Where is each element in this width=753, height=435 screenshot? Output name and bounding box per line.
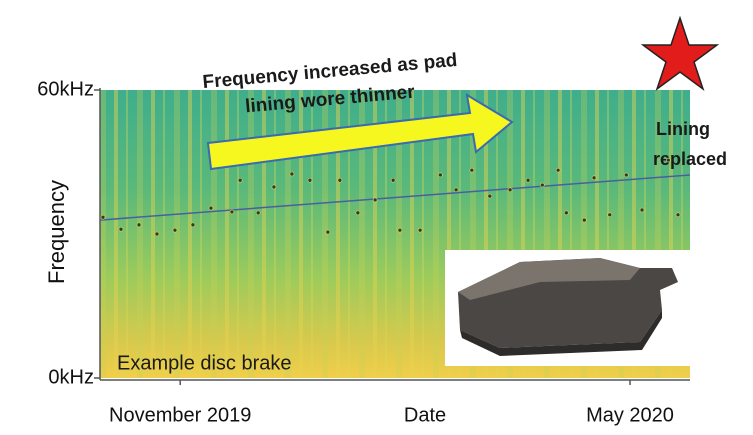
- inset: [445, 250, 690, 366]
- data-point: [556, 168, 560, 172]
- data-point: [540, 183, 544, 187]
- data-point: [256, 211, 260, 215]
- data-point: [391, 178, 395, 182]
- data-point: [173, 228, 177, 232]
- annotation: Frequency increased as pad: [202, 50, 458, 93]
- data-point: [398, 228, 402, 232]
- data-point: [676, 213, 680, 217]
- chart: Frequency Date Frequency increased as pa…: [0, 0, 753, 435]
- data-point: [666, 158, 670, 162]
- x-axis-label: Date: [404, 404, 446, 426]
- data-point: [438, 173, 442, 177]
- annotation: Lining: [656, 119, 710, 139]
- x-tick-label: November 2019: [109, 404, 251, 426]
- data-point: [191, 223, 195, 227]
- data-point: [209, 206, 213, 210]
- data-point: [238, 178, 242, 182]
- data-point: [488, 194, 492, 198]
- data-point: [101, 215, 105, 219]
- y-tick-label: 0kHz: [48, 366, 94, 388]
- data-point: [290, 172, 294, 176]
- data-point: [338, 178, 342, 182]
- data-point: [137, 223, 141, 227]
- data-point: [373, 198, 377, 202]
- y-axis-label: Frequency: [44, 180, 69, 284]
- inset-label: Example disc brake: [117, 352, 292, 374]
- data-point: [470, 168, 474, 172]
- data-point: [454, 188, 458, 192]
- data-point: [564, 211, 568, 215]
- annotation: replaced: [653, 149, 727, 169]
- data-point: [508, 188, 512, 192]
- data-point: [155, 232, 159, 236]
- data-point: [326, 230, 330, 234]
- star-icon: [643, 18, 717, 89]
- data-point: [526, 178, 530, 182]
- data-point: [640, 208, 644, 212]
- data-point: [356, 211, 360, 215]
- data-point: [608, 213, 612, 217]
- data-point: [308, 178, 312, 182]
- y-tick-label: 60kHz: [37, 78, 94, 100]
- x-tick-label: May 2020: [586, 404, 674, 426]
- data-point: [592, 176, 596, 180]
- data-point: [272, 185, 276, 189]
- data-point: [582, 218, 586, 222]
- data-point: [230, 210, 234, 214]
- data-point: [418, 228, 422, 232]
- data-point: [624, 173, 628, 177]
- data-point: [119, 227, 123, 231]
